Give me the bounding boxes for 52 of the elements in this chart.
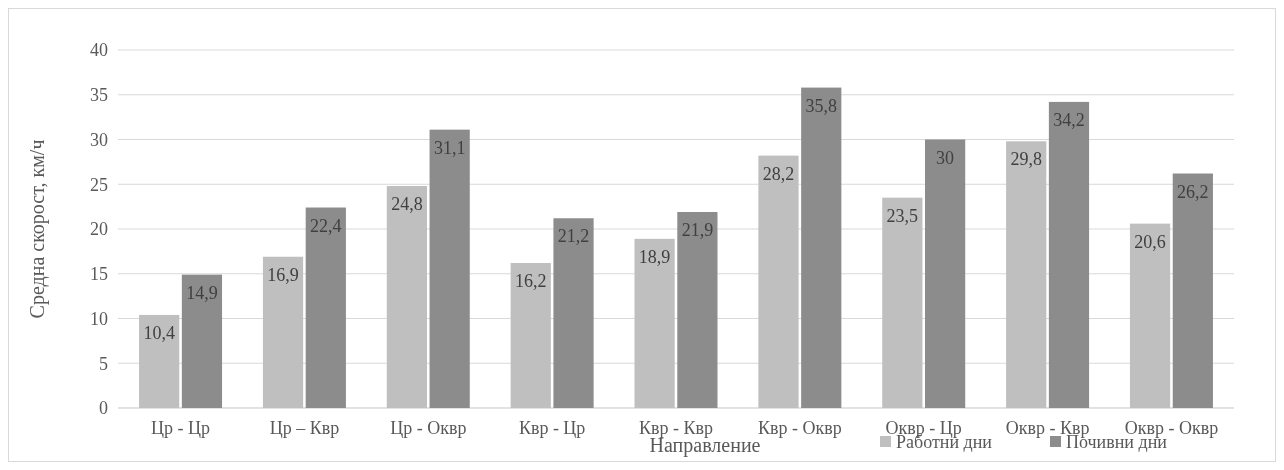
bar [1048,101,1090,408]
data-label: 28,2 [762,163,795,184]
x-tick-label: Квр - Квр [638,418,714,438]
data-label: 18,9 [638,246,671,267]
y-tick-label: 35 [90,85,108,106]
x-tick-label: Цр - Оквр [390,418,467,438]
data-label: 34,2 [1053,109,1085,130]
data-label: 35,8 [805,95,837,116]
y-tick-label: 10 [90,308,108,329]
bar [305,207,346,408]
bar [882,197,923,408]
data-label: 10,4 [143,322,175,343]
x-tick-label: Цр - Цр [151,418,211,438]
y-axis-title: Средна скорост, км/ч [26,139,49,319]
bar [758,155,799,408]
bar [1172,173,1213,408]
y-tick-label: 30 [90,129,108,150]
data-label: 14,9 [186,282,218,303]
data-label: 31,1 [433,137,466,158]
data-label: 23,5 [886,205,919,226]
data-label: 24,8 [391,194,423,215]
bar [510,263,551,408]
bar [801,87,842,408]
data-label: 16,2 [515,271,547,292]
bar [1006,141,1047,408]
bar [429,129,470,408]
y-tick-label: 0 [99,398,108,419]
bar [386,186,427,408]
data-label: 22,4 [310,215,342,236]
data-label: 29,8 [1010,149,1042,170]
bar [1129,223,1171,408]
bar [677,212,718,408]
x-tick-label: Квр - Цр [518,418,586,438]
data-label: 20,6 [1134,231,1166,252]
bar [553,218,594,408]
bar [181,274,223,408]
y-tick-label: 25 [90,174,108,195]
y-tick-label: 5 [99,353,108,374]
bar [262,256,304,408]
data-label: 21,2 [557,226,590,247]
x-tick-label: Квр - Оквр [757,418,842,438]
bar [139,314,180,408]
bar [634,238,675,408]
data-label: 21,9 [681,219,714,240]
y-tick-label: 15 [90,264,108,285]
data-label: 26,2 [1177,181,1209,202]
data-label: 16,9 [267,264,299,285]
bar [925,139,966,408]
data-label: 30 [936,147,955,168]
y-tick-label: 40 [90,40,108,61]
x-tick-label: Цр – Квр [269,418,340,438]
y-tick-label: 20 [90,219,108,240]
